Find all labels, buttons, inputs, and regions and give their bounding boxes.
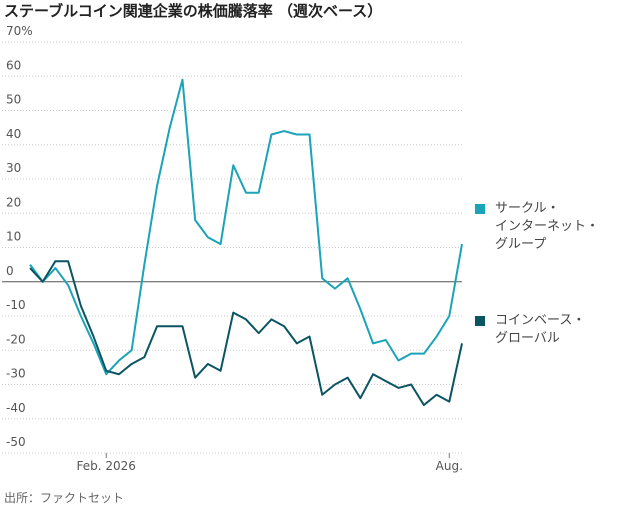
legend-item: コインベース・グローバル <box>475 312 615 348</box>
y-tick-label: 20 <box>6 195 21 209</box>
legend-item: サークル・インターネット・グループ <box>475 200 615 254</box>
y-tick-label: 30 <box>6 161 21 175</box>
y-tick-label: -50 <box>6 435 26 449</box>
legend-swatch <box>475 204 485 214</box>
y-tick-label: -20 <box>6 332 26 346</box>
y-tick-label: 40 <box>6 127 21 141</box>
source: 出所：ファクトセット <box>4 491 124 505</box>
series-line <box>29 260 463 407</box>
y-tick-label: -10 <box>6 298 26 312</box>
x-tick-label: Feb. 2026 <box>77 459 136 473</box>
y-tick-label: -30 <box>6 367 26 381</box>
chart-title: ステーブルコイン関連企業の株価騰落率 （週次ベース） <box>4 2 382 20</box>
y-tick-label: 60 <box>6 58 21 72</box>
y-tick-label: 0 <box>6 264 14 278</box>
y-tick-label: 10 <box>6 230 21 244</box>
legend-label: サークル・インターネット・グループ <box>495 201 600 252</box>
y-tick-label: -40 <box>6 401 26 415</box>
legend-label: コインベース・グローバル <box>495 313 586 346</box>
y-tick-label: 50 <box>6 93 21 107</box>
series-line <box>29 78 463 376</box>
x-tick-label: Aug. <box>436 459 463 473</box>
legend-swatch <box>475 316 485 326</box>
y-tick-label: 70% <box>6 24 33 38</box>
